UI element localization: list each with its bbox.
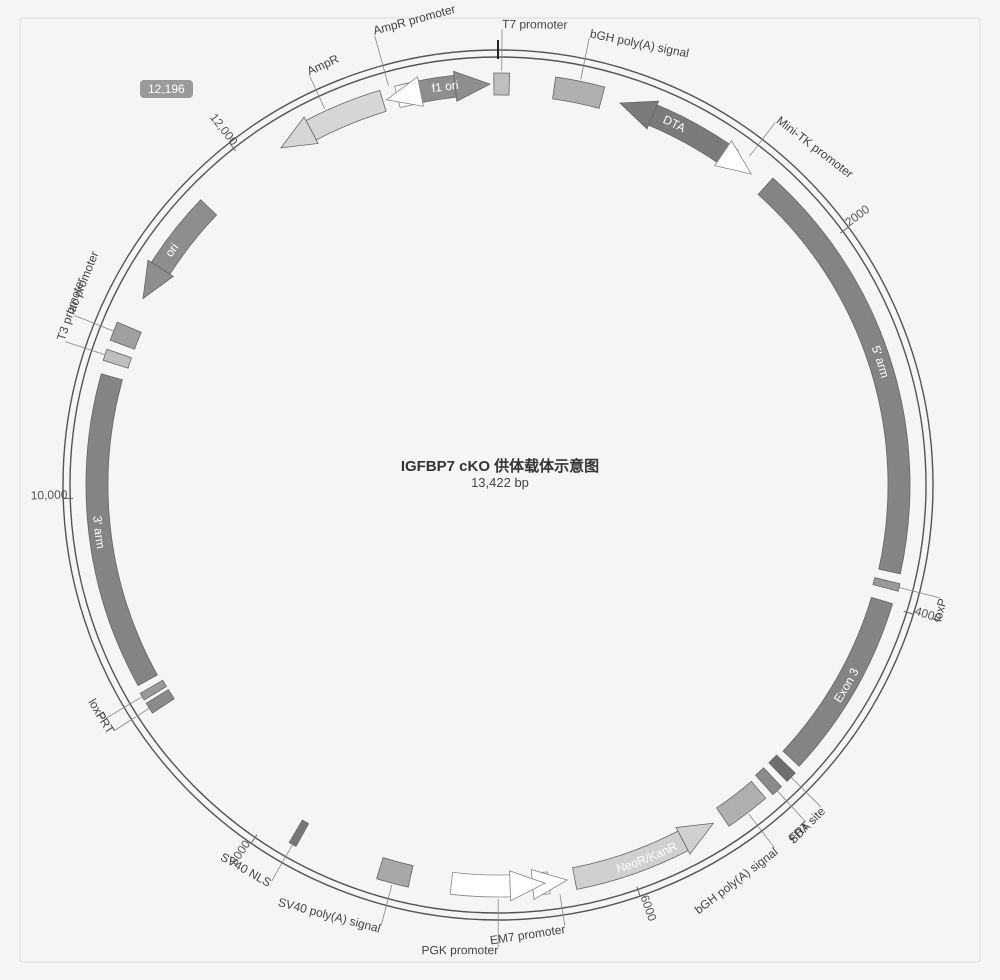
svg-text:bGH poly(A) signal: bGH poly(A) signal	[692, 845, 781, 917]
svg-text:2000: 2000	[842, 202, 872, 229]
plasmid-title: IGFBP7 cKO 供体载体示意图	[0, 455, 1000, 476]
svg-text:Mini-TK promoter: Mini-TK promoter	[774, 113, 856, 180]
svg-text:bGH poly(A) signal: bGH poly(A) signal	[589, 27, 690, 61]
svg-text:AmpR: AmpR	[305, 51, 341, 78]
svg-text:PGK promoter: PGK promoter	[422, 943, 499, 957]
svg-text:EM7 promoter: EM7 promoter	[489, 922, 566, 947]
svg-text:T7 promoter: T7 promoter	[502, 17, 567, 32]
svg-text:12,000: 12,000	[207, 111, 241, 149]
svg-text:lac promoter: lac promoter	[64, 249, 102, 316]
plasmid-map-canvas: 200040006000800010,00012,000f1 oriT7 pro…	[0, 0, 1000, 980]
svg-text:loxP: loxP	[930, 597, 949, 623]
plasmid-size-label: 13,422 bp	[0, 475, 1000, 490]
svg-text:SV40 poly(A) signal: SV40 poly(A) signal	[277, 895, 382, 936]
svg-text:AmpR promoter: AmpR promoter	[372, 2, 457, 38]
svg-text:6000: 6000	[638, 893, 660, 923]
plasmid-svg: 200040006000800010,00012,000f1 oriT7 pro…	[0, 0, 1000, 980]
origin-position-badge: 12,196	[140, 80, 193, 98]
